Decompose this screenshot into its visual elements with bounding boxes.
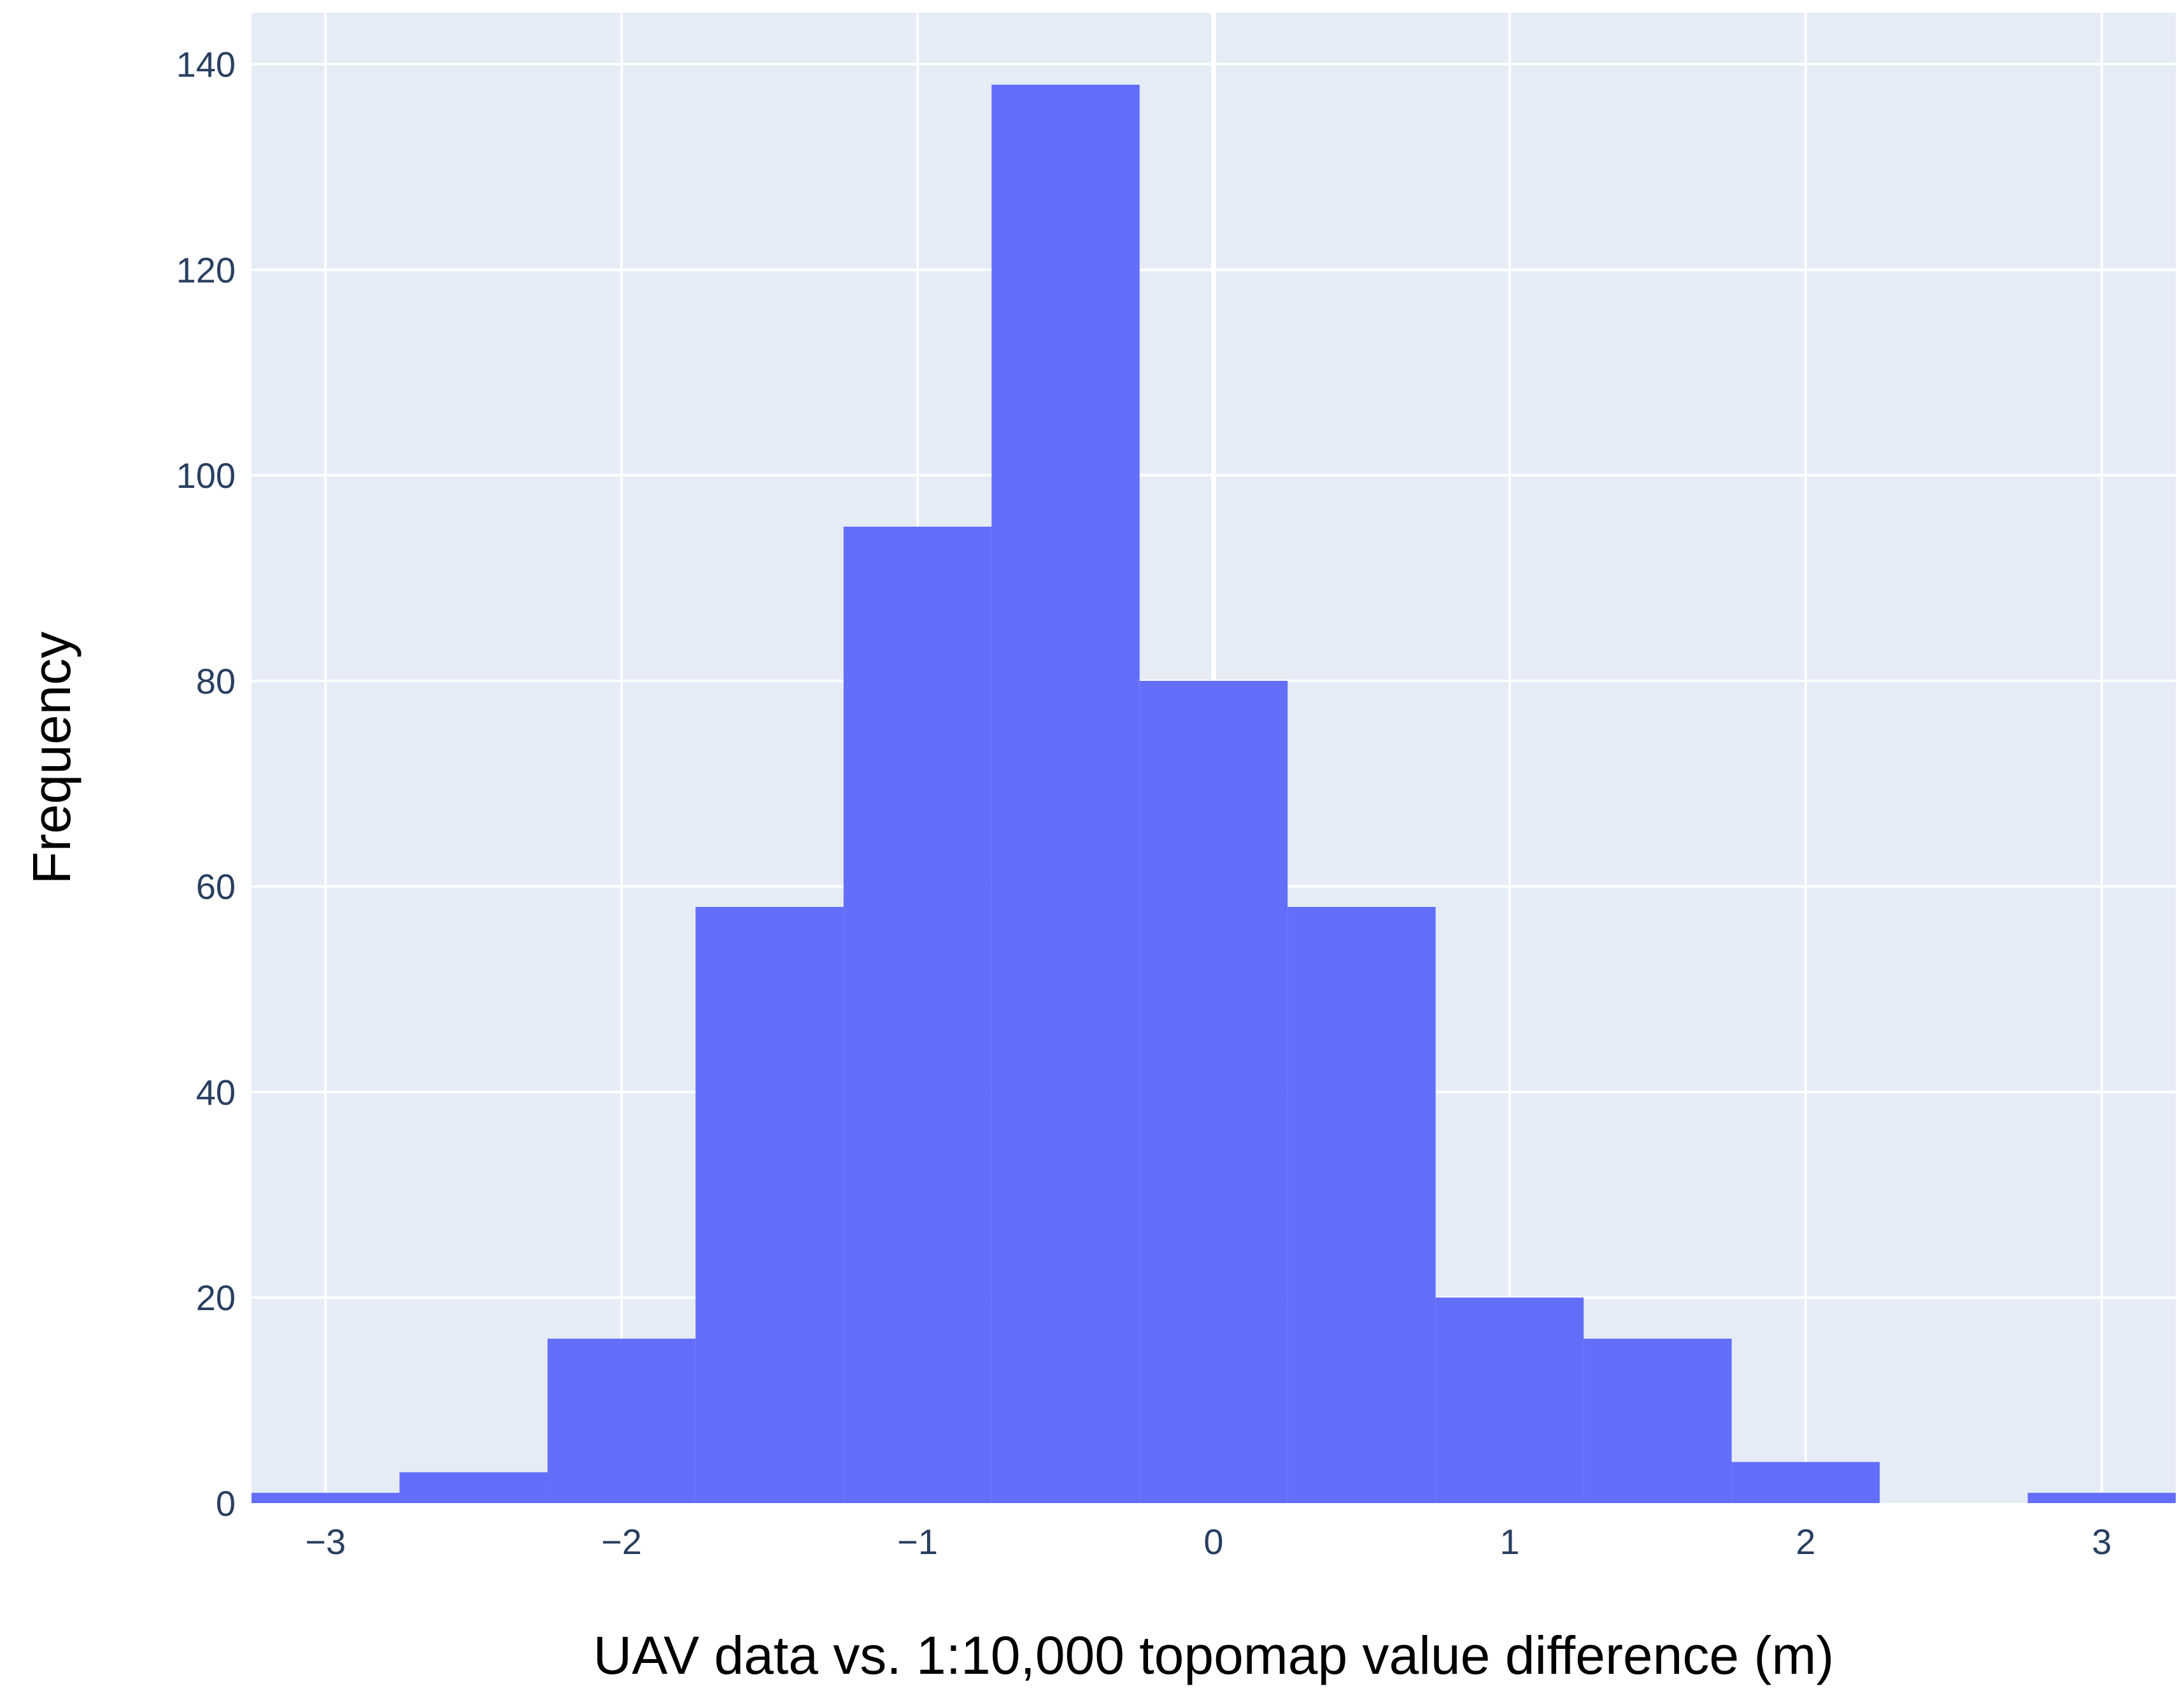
histogram-bar: [843, 526, 992, 1504]
y-tick-label: 20: [196, 1278, 236, 1318]
y-tick-label: 140: [176, 45, 236, 85]
histogram-bar: [399, 1472, 548, 1503]
x-tick-label: 2: [1796, 1522, 1815, 1562]
histogram-bar: [695, 907, 844, 1503]
histogram-bar: [1731, 1462, 1880, 1503]
histogram-bar: [1139, 680, 1288, 1503]
histogram-bar: [1435, 1297, 1584, 1503]
histogram-bar: [991, 84, 1140, 1503]
histogram-bar: [1584, 1338, 1732, 1503]
x-tick-label: −3: [305, 1522, 346, 1562]
histogram-bar: [1287, 907, 1436, 1503]
x-tick-label: −1: [897, 1522, 938, 1562]
x-axis-title: UAV data vs. 1:10,000 topomap value diff…: [593, 1625, 1834, 1685]
histogram-bar: [2027, 1492, 2176, 1503]
y-tick-label: 40: [196, 1072, 236, 1112]
x-tick-label: 0: [1203, 1522, 1223, 1562]
histogram-bar: [252, 1492, 400, 1503]
x-axis-ticks: −3 −2 −1 0 1 2 3: [305, 1522, 2111, 1562]
y-tick-label: 100: [176, 455, 236, 496]
y-tick-label: 80: [196, 661, 236, 701]
x-tick-label: −2: [601, 1522, 642, 1562]
x-tick-label: 3: [2092, 1522, 2111, 1562]
y-tick-label: 60: [196, 867, 236, 907]
y-tick-label: 120: [176, 250, 236, 290]
histogram-bars: [252, 84, 2176, 1504]
y-tick-label: 0: [216, 1483, 236, 1523]
y-axis-title: Frequency: [22, 632, 82, 885]
x-tick-label: 1: [1500, 1522, 1519, 1562]
y-axis-ticks: 0 20 40 60 80 100 120 140: [176, 45, 236, 1523]
histogram-bar: [547, 1338, 696, 1503]
